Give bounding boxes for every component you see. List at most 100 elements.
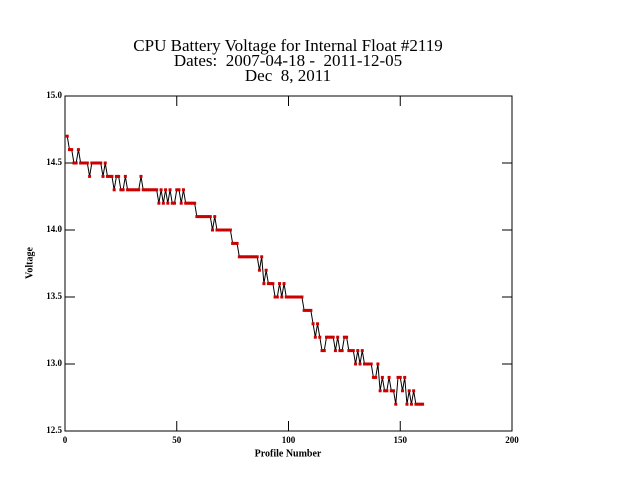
data-point <box>271 282 275 286</box>
data-point <box>85 161 89 165</box>
data-point <box>275 295 279 299</box>
data-point <box>228 228 232 232</box>
data-point <box>414 402 418 406</box>
data-point <box>389 389 393 393</box>
y-tick-label: 14.0 <box>46 224 62 234</box>
data-point <box>213 215 217 219</box>
data-point <box>112 188 116 192</box>
data-point <box>126 188 130 192</box>
data-point <box>304 308 308 312</box>
data-point <box>367 362 371 366</box>
data-point <box>338 349 342 353</box>
x-tick-label: 200 <box>505 435 519 445</box>
data-point <box>371 375 375 379</box>
x-tick-label: 0 <box>63 435 68 445</box>
x-tick-label: 150 <box>394 435 408 445</box>
data-point <box>295 295 299 299</box>
data-point <box>231 241 235 245</box>
data-point <box>121 188 125 192</box>
data-point <box>320 349 324 353</box>
data-point <box>284 295 288 299</box>
y-axis-label: Voltage <box>24 247 35 279</box>
data-point <box>369 362 373 366</box>
data-point <box>349 349 353 353</box>
data-point <box>289 295 293 299</box>
data-point <box>362 362 366 366</box>
data-point <box>233 241 237 245</box>
data-point <box>291 295 295 299</box>
data-point <box>273 295 277 299</box>
data-point <box>166 201 170 205</box>
data-point <box>70 148 74 152</box>
data-point <box>81 161 85 165</box>
data-point <box>378 389 382 393</box>
data-point <box>152 188 156 192</box>
data-point <box>88 174 92 178</box>
data-point <box>242 255 246 259</box>
data-point <box>128 188 132 192</box>
data-point <box>99 161 103 165</box>
data-point <box>309 308 313 312</box>
data-point <box>360 349 364 353</box>
data-point <box>255 255 259 259</box>
data-point <box>376 362 380 366</box>
data-point <box>184 201 188 205</box>
data-point <box>199 215 203 219</box>
data-point <box>342 335 346 339</box>
data-point <box>94 161 98 165</box>
data-point <box>246 255 250 259</box>
data-point <box>135 188 139 192</box>
data-point <box>148 188 152 192</box>
data-point <box>146 188 150 192</box>
data-point <box>117 174 121 178</box>
data-point <box>264 268 268 272</box>
data-point <box>92 161 96 165</box>
data-point <box>226 228 230 232</box>
x-tick-label: 50 <box>172 435 182 445</box>
data-point <box>385 389 389 393</box>
data-point <box>67 148 71 152</box>
data-point <box>298 295 302 299</box>
x-tick-label: 100 <box>282 435 296 445</box>
chart-date: Dec 8, 2011 <box>245 66 331 85</box>
data-point <box>269 282 273 286</box>
y-tick-label: 13.5 <box>46 291 62 301</box>
data-point <box>159 188 163 192</box>
data-point <box>266 282 270 286</box>
data-point <box>387 375 391 379</box>
data-point <box>143 188 147 192</box>
data-point <box>108 174 112 178</box>
data-point <box>313 335 317 339</box>
data-point <box>130 188 134 192</box>
data-point <box>132 188 136 192</box>
data-point <box>161 201 165 205</box>
data-point <box>105 174 109 178</box>
data-point <box>202 215 206 219</box>
data-point <box>206 215 210 219</box>
data-point <box>412 389 416 393</box>
data-point <box>181 188 185 192</box>
data-point <box>311 322 315 326</box>
data-point <box>170 201 174 205</box>
data-point <box>354 362 358 366</box>
data-point <box>195 215 199 219</box>
x-axis-label: Profile Number <box>255 448 322 459</box>
data-point <box>409 402 413 406</box>
data-point <box>79 161 83 165</box>
data-point <box>211 228 215 232</box>
chart-subtitle: Dates: 2007-04-18 - 2011-12-05 <box>174 51 402 70</box>
data-point <box>398 375 402 379</box>
data-point <box>407 389 411 393</box>
data-point <box>396 375 400 379</box>
data-point <box>137 188 141 192</box>
data-point <box>175 188 179 192</box>
y-tick-label: 13.0 <box>46 358 62 368</box>
data-point <box>90 161 94 165</box>
data-point <box>365 362 369 366</box>
data-point <box>173 201 177 205</box>
data-point <box>177 188 181 192</box>
data-point <box>119 188 123 192</box>
data-point <box>280 295 284 299</box>
data-point <box>278 282 282 286</box>
